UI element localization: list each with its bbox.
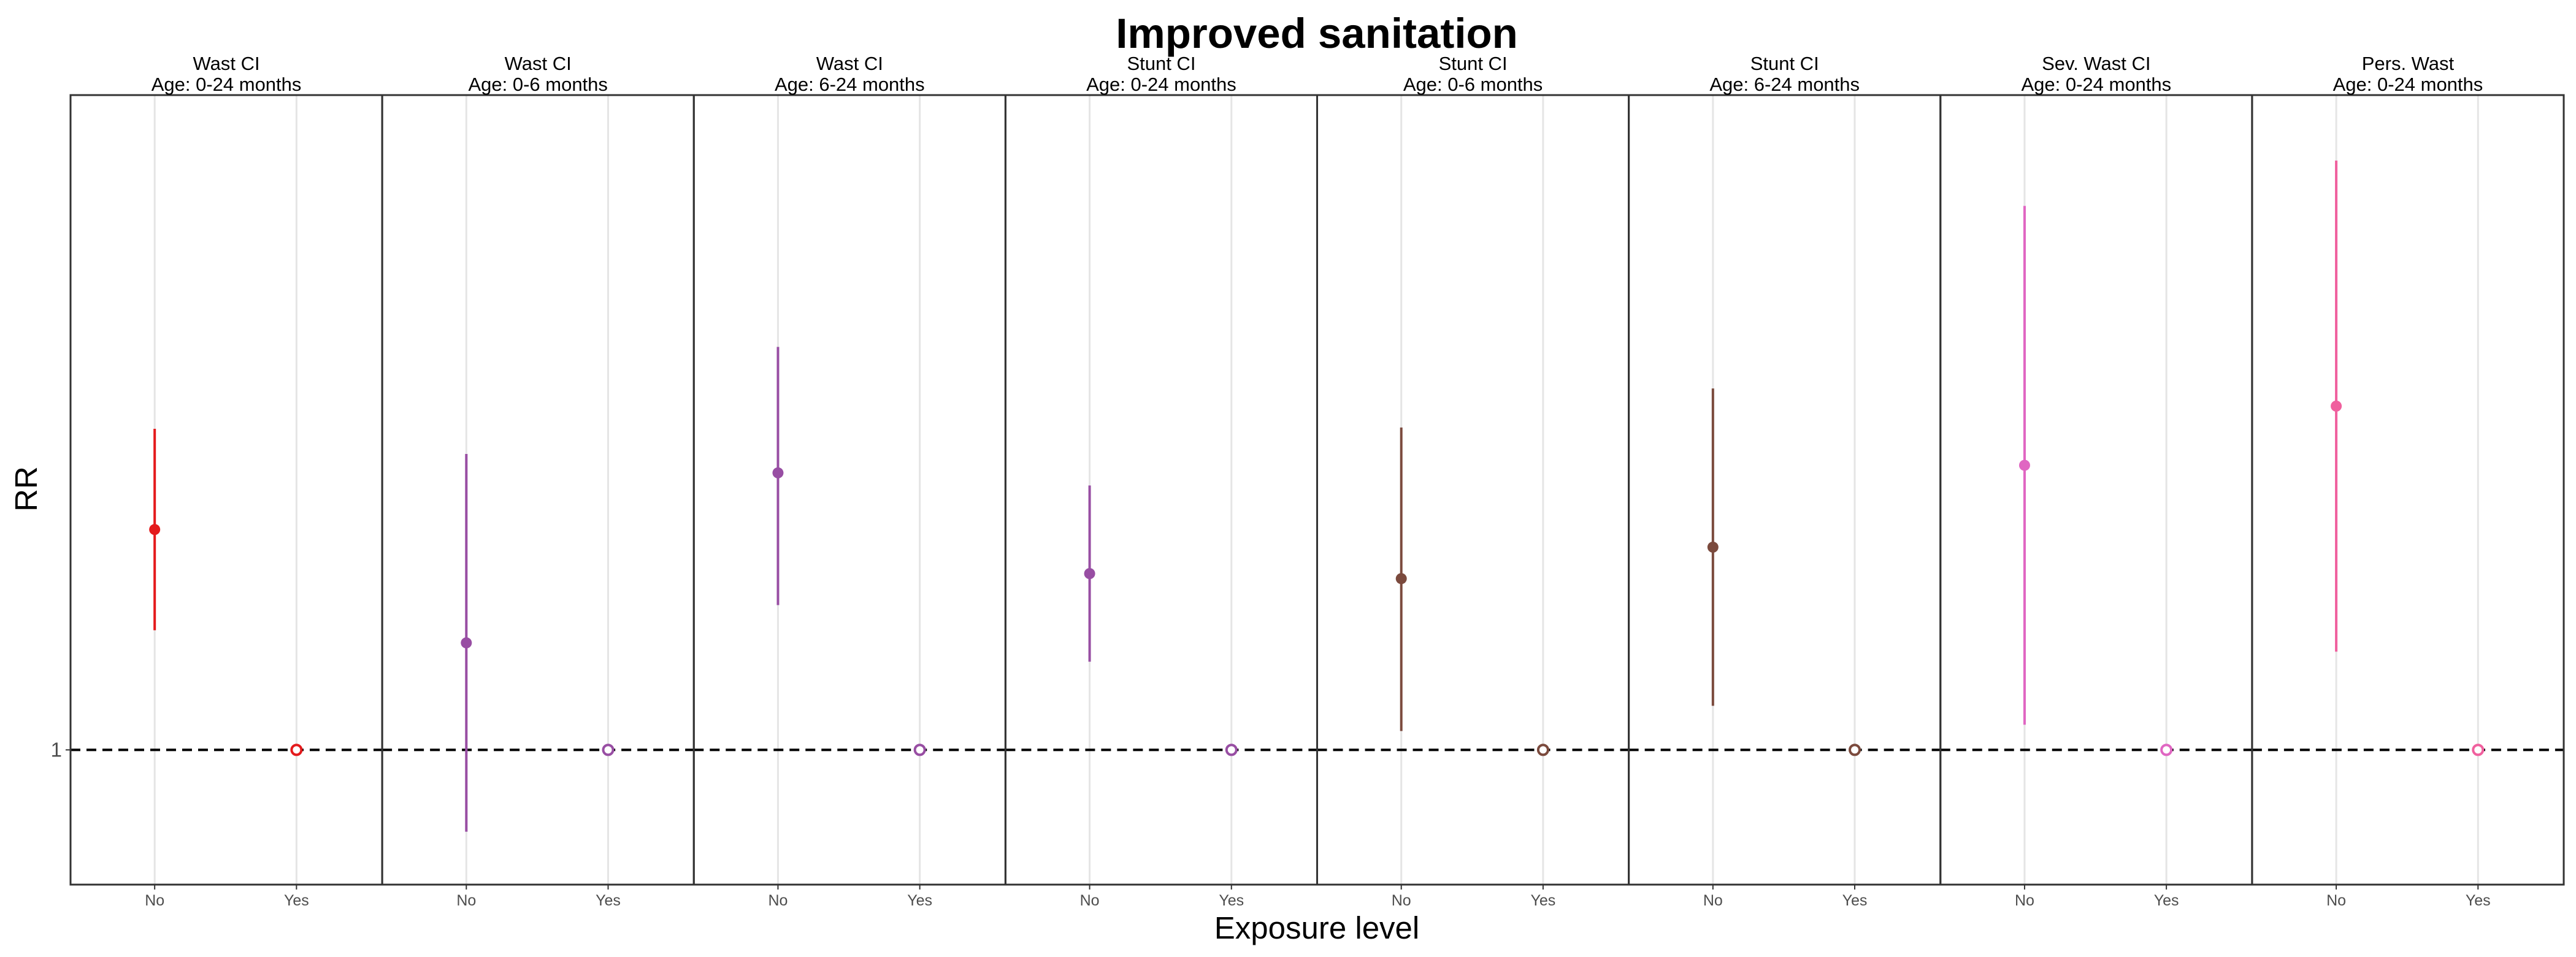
x-tick-label: No — [2326, 892, 2346, 909]
reference-point — [913, 744, 926, 756]
reference-point — [1536, 744, 1549, 756]
point-estimate — [461, 637, 472, 648]
facet-outcome-label: Stunt CI — [1439, 53, 1508, 74]
facet-age-label: Age: 6-24 months — [1709, 74, 1860, 95]
x-tick-label: Yes — [284, 892, 309, 909]
panel-border — [381, 94, 695, 886]
facet-age-label: Age: 0-6 months — [468, 74, 607, 95]
reference-point — [1225, 744, 1238, 756]
panel-border — [1004, 94, 1318, 886]
x-tick-label: No — [1080, 892, 1100, 909]
point-estimate — [1707, 541, 1719, 553]
facet-age-label: Age: 0-6 months — [1403, 74, 1543, 95]
facet-outcome-label: Wast CI — [505, 53, 572, 74]
facet-age-label: Age: 0-24 months — [2021, 74, 2171, 95]
facet-age-label: Age: 0-24 months — [151, 74, 302, 95]
reference-point — [602, 744, 615, 756]
x-tick-label: No — [456, 892, 476, 909]
facet-outcome-label: Wast CI — [193, 53, 260, 74]
y-tick-label: 1 — [51, 738, 62, 761]
point-estimate — [772, 467, 784, 479]
facet-outcome-label: Sev. Wast CI — [2042, 53, 2150, 74]
panel-border — [2251, 94, 2565, 886]
facet-age-label: Age: 0-24 months — [2333, 74, 2483, 95]
x-tick-label: Yes — [1842, 892, 1868, 909]
point-estimate — [1084, 568, 1095, 579]
reference-point — [1849, 744, 1861, 756]
point-estimate — [1395, 573, 1407, 585]
x-tick-label: No — [145, 892, 164, 909]
panel-border — [69, 94, 383, 886]
y-axis-title: RR — [9, 466, 44, 512]
x-tick-label: Yes — [907, 892, 932, 909]
x-tick-label: No — [2015, 892, 2034, 909]
reference-point — [2472, 744, 2485, 756]
facet-outcome-label: Stunt CI — [1750, 53, 1819, 74]
panel-border — [692, 94, 1006, 886]
reference-point — [2160, 744, 2173, 756]
x-axis-title: Exposure level — [1214, 910, 1420, 945]
facet-outcome-label: Pers. Wast — [2362, 53, 2455, 74]
facet-age-label: Age: 0-24 months — [1086, 74, 1236, 95]
reference-point — [290, 744, 303, 756]
x-tick-label: Yes — [1530, 892, 1555, 909]
x-tick-label: Yes — [1219, 892, 1244, 909]
x-tick-label: Yes — [2154, 892, 2179, 909]
point-estimate — [149, 524, 161, 536]
chart-title: Improved sanitation — [1116, 10, 1518, 57]
panel-border — [1316, 94, 1630, 886]
x-tick-label: No — [1392, 892, 1411, 909]
panel-border — [1628, 94, 1942, 886]
x-tick-label: No — [1703, 892, 1723, 909]
point-estimate — [2331, 401, 2342, 412]
facet-outcome-label: Wast CI — [816, 53, 883, 74]
x-tick-label: Yes — [596, 892, 621, 909]
panel-border — [1939, 94, 2253, 886]
x-tick-label: No — [768, 892, 788, 909]
facet-age-label: Age: 6-24 months — [775, 74, 925, 95]
x-tick-label: Yes — [2466, 892, 2491, 909]
facet-outcome-label: Stunt CI — [1127, 53, 1195, 74]
point-estimate — [2018, 459, 2030, 471]
